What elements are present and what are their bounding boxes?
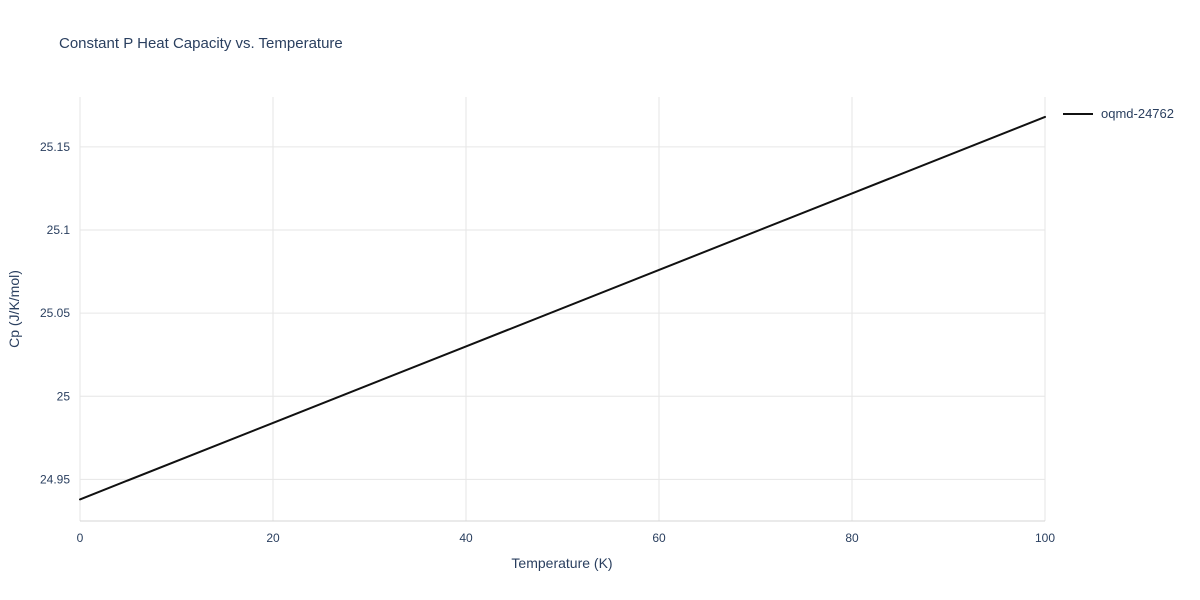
- x-tick-label: 100: [1035, 531, 1055, 545]
- y-tick-label: 25.05: [40, 306, 70, 320]
- y-tick-label: 25: [57, 389, 71, 403]
- legend-item[interactable]: oqmd-24762: [1063, 106, 1174, 121]
- x-tick-label: 60: [652, 531, 666, 545]
- y-tick-label: 25.15: [40, 140, 70, 154]
- x-axis-label: Temperature (K): [511, 555, 613, 571]
- x-tick-label: 20: [266, 531, 280, 545]
- x-tick-label: 0: [77, 531, 84, 545]
- legend-line-sample: [1063, 112, 1093, 115]
- y-tick-label: 25.1: [47, 223, 71, 237]
- series-line-oqmd-24762: [79, 115, 1046, 501]
- y-tick-label: 24.95: [40, 472, 70, 486]
- y-axis-label: Cp (J/K/mol): [6, 270, 22, 348]
- legend: oqmd-24762: [1063, 106, 1174, 121]
- x-tick-label: 40: [459, 531, 473, 545]
- chart-title: Constant P Heat Capacity vs. Temperature: [59, 35, 343, 52]
- legend-label: oqmd-24762: [1101, 106, 1174, 121]
- x-tick-label: 80: [845, 531, 859, 545]
